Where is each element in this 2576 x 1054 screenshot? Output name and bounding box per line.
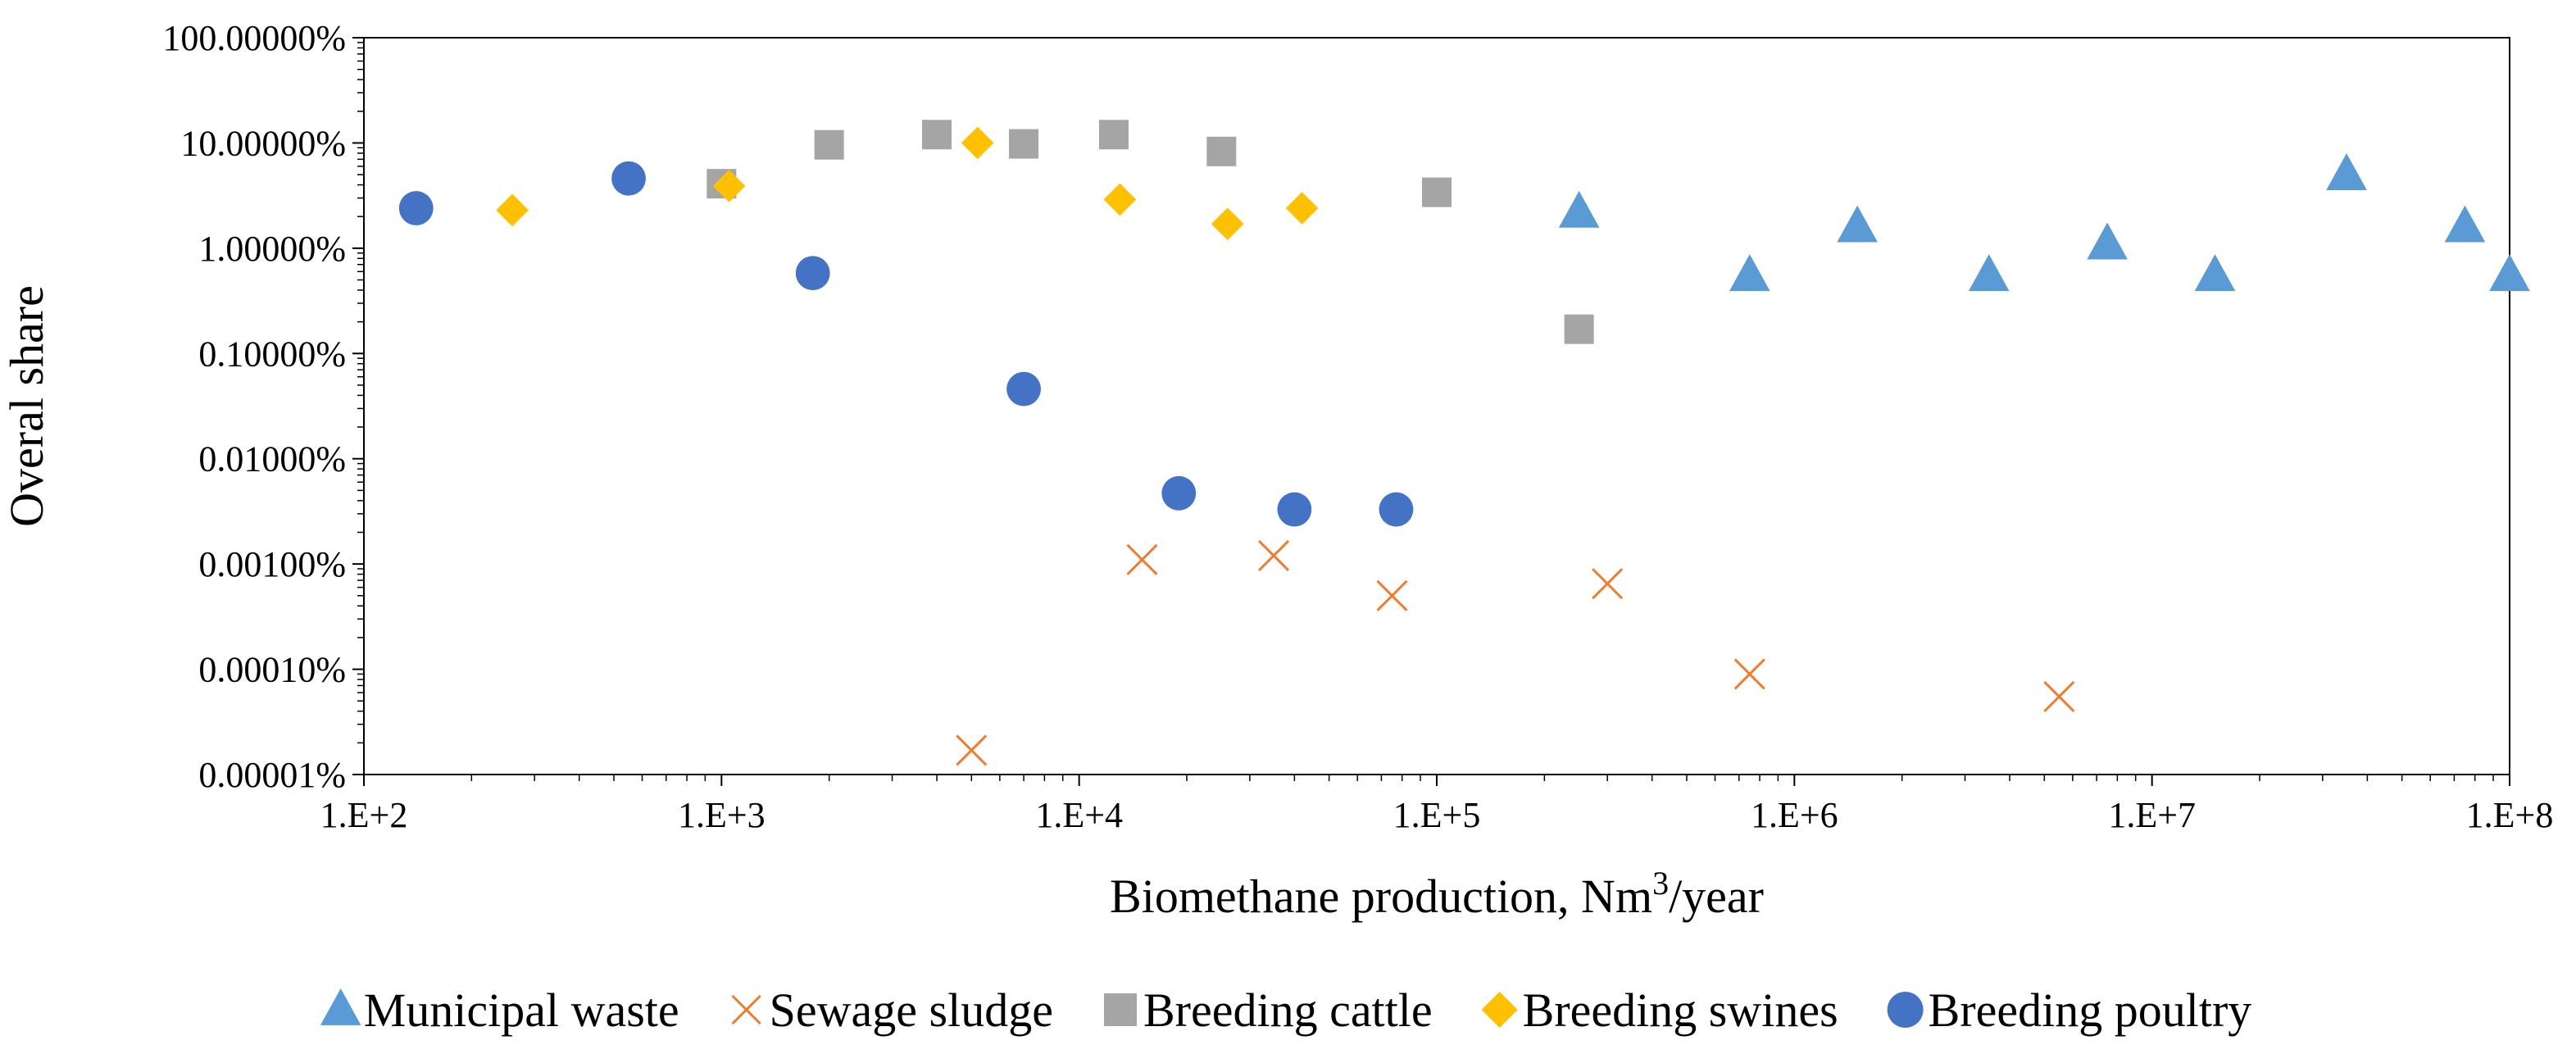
legend-marker-triangle	[320, 988, 361, 1025]
legend-label: Breeding swines	[1523, 984, 1838, 1037]
x-data-point-stroke	[1592, 568, 1624, 600]
triangle-data-point	[1968, 254, 2010, 292]
square-data-point	[922, 120, 952, 150]
x-data-point-stroke	[956, 734, 988, 766]
y-tick-label: 0.01000%	[198, 439, 346, 479]
x-data-point	[956, 734, 988, 766]
legend-label: Breeding poultry	[1929, 984, 2252, 1037]
y-tick-label: 0.00010%	[198, 650, 346, 690]
legend-marker-x-stroke	[731, 994, 761, 1025]
x-data-point	[1126, 543, 1158, 575]
x-data-point-stroke	[1376, 579, 1408, 611]
y-axis-title: Overal share	[0, 285, 53, 527]
x-tick-label: 1.E+2	[320, 795, 408, 835]
x-data-point-stroke	[2043, 680, 2075, 712]
series-breeding-cattle	[706, 120, 1594, 344]
triangle-data-point	[2194, 254, 2236, 292]
x-axis-ticks: 1.E+2 1.E+3 1.E+4 1.E+5 1.E+6 1.E+7 1.E+8	[320, 775, 2554, 835]
circle-data-point	[1379, 492, 1414, 527]
legend-label: Sewage sludge	[770, 984, 1053, 1037]
plot-area-frame	[363, 37, 2510, 775]
square-data-point	[1009, 129, 1039, 159]
diamond-data-point	[1285, 192, 1319, 225]
x-axis-title-sup: 3	[1652, 865, 1669, 902]
square-data-point	[1564, 314, 1594, 344]
diamond-data-point	[961, 126, 994, 160]
square-data-point	[1206, 136, 1237, 166]
x-tick-label: 1.E+7	[2108, 795, 2196, 835]
x-tick-label: 1.E+8	[2466, 795, 2554, 835]
y-tick-label: 0.00001%	[198, 755, 346, 795]
data-points	[398, 120, 2530, 766]
circle-data-point	[611, 161, 646, 196]
diamond-data-point	[1211, 207, 1244, 241]
circle-data-point	[398, 191, 434, 225]
square-data-point	[1098, 120, 1129, 150]
legend-marker-x	[731, 994, 761, 1025]
x-data-point-stroke	[1258, 539, 1290, 572]
triangle-data-point	[1837, 205, 1878, 243]
series-breeding-poultry	[398, 161, 1414, 527]
x-data-point-stroke	[1733, 658, 1765, 690]
triangle-data-point	[2489, 254, 2530, 292]
circle-data-point	[1161, 475, 1197, 511]
triangle-data-point	[1729, 254, 1770, 292]
y-tick-label: 10.00000%	[180, 123, 346, 163]
x-data-point	[1376, 579, 1408, 611]
triangle-data-point	[2087, 222, 2128, 260]
triangle-data-point	[2326, 153, 2367, 190]
y-tick-label: 0.00100%	[198, 544, 346, 584]
y-axis-ticks: 0.00001% 0.00010% 0.00100% 0.01000% 0.10000%…	[162, 18, 364, 795]
legend-label: Municipal waste	[364, 984, 679, 1037]
x-axis-title-main: Biomethane production, Nm	[1110, 870, 1652, 923]
square-data-point	[814, 129, 844, 160]
x-data-point	[2043, 680, 2075, 712]
y-tick-label: 100.00000%	[162, 18, 346, 58]
circle-data-point	[795, 256, 830, 291]
x-axis-title: Biomethane production, Nm3/year	[1110, 865, 1764, 924]
legend-marker-square	[1103, 993, 1137, 1026]
x-data-point	[1258, 539, 1290, 572]
circle-data-point	[1277, 492, 1312, 527]
x-data-point	[1733, 658, 1765, 690]
x-tick-label: 1.E+6	[1751, 795, 1838, 835]
x-axis-title-tail: /year	[1669, 870, 1764, 923]
y-tick-label: 0.10000%	[198, 334, 346, 374]
diamond-data-point	[496, 193, 529, 227]
y-tick-label: 1.00000%	[198, 229, 346, 269]
legend-marker-diamond	[1481, 992, 1518, 1028]
series-breeding-swines	[496, 126, 1319, 241]
triangle-data-point	[1558, 190, 1600, 228]
diamond-data-point	[1103, 183, 1137, 216]
x-tick-label: 1.E+5	[1393, 795, 1481, 835]
triangle-data-point	[2444, 205, 2486, 243]
x-tick-label: 1.E+3	[678, 795, 766, 835]
diamond-data-point	[712, 170, 746, 202]
x-tick-label: 1.E+4	[1035, 795, 1123, 835]
square-data-point	[1422, 177, 1452, 207]
x-data-point	[1592, 568, 1624, 600]
legend-label: Breeding cattle	[1143, 984, 1433, 1037]
x-data-point-stroke	[1126, 543, 1158, 575]
series-municipal-waste	[1558, 153, 2530, 292]
circle-data-point	[1006, 371, 1041, 407]
legend-marker-circle	[1887, 992, 1924, 1028]
legend: Municipal waste Sewage sludge Breeding cat…	[320, 984, 2251, 1037]
series-sewage-sludge	[956, 539, 2075, 766]
axes	[363, 37, 2510, 775]
